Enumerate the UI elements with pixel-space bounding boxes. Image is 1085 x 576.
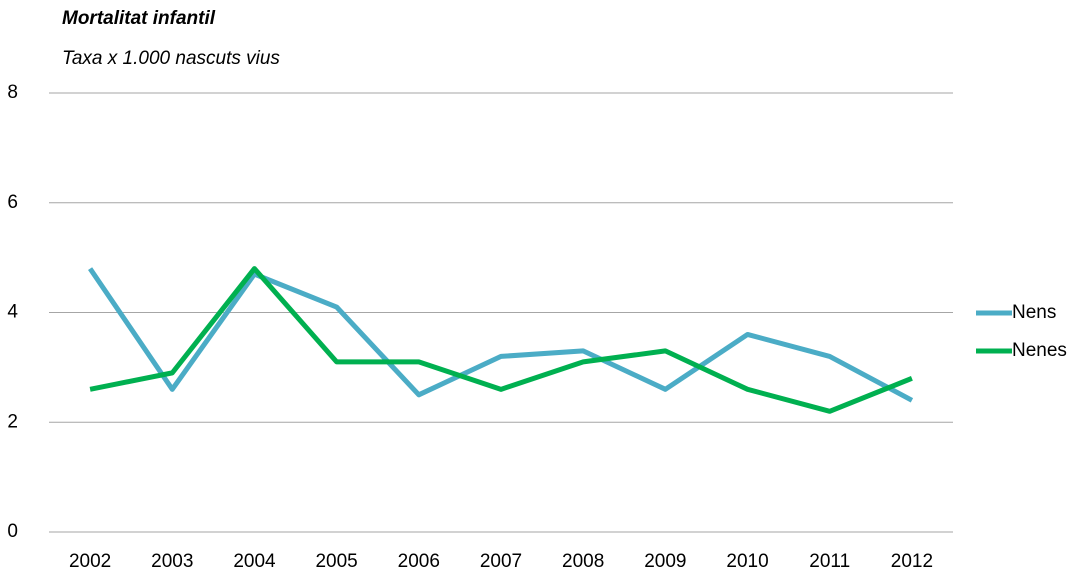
- legend-label: Nenes: [1012, 340, 1067, 361]
- x-tick-label: 2007: [480, 551, 522, 572]
- x-tick-label: 2003: [151, 551, 193, 572]
- line-series: [89, 266, 913, 414]
- y-tick-label: 6: [7, 192, 18, 213]
- x-tick-label: 2004: [233, 551, 276, 572]
- x-tick-label: 2002: [69, 551, 111, 572]
- chart-subtitle: Taxa x 1.000 nascuts vius: [62, 48, 280, 69]
- x-tick-label: 2008: [562, 551, 604, 572]
- x-tick-label: 2006: [398, 551, 440, 572]
- chart-title: Mortalitat infantil: [62, 8, 216, 29]
- legend-label: Nens: [1012, 302, 1056, 323]
- y-tick-label: 2: [7, 411, 18, 432]
- x-tick-label: 2010: [726, 551, 768, 572]
- y-tick-label: 8: [7, 82, 18, 103]
- y-tick-label: 0: [7, 521, 18, 542]
- y-tick-label: 4: [7, 302, 18, 323]
- x-tick-label: 2005: [315, 551, 357, 572]
- x-tick-label: 2012: [891, 551, 933, 572]
- x-tick-label: 2011: [809, 551, 850, 572]
- line-series: [88, 267, 914, 403]
- x-tick-label: 2009: [644, 551, 686, 572]
